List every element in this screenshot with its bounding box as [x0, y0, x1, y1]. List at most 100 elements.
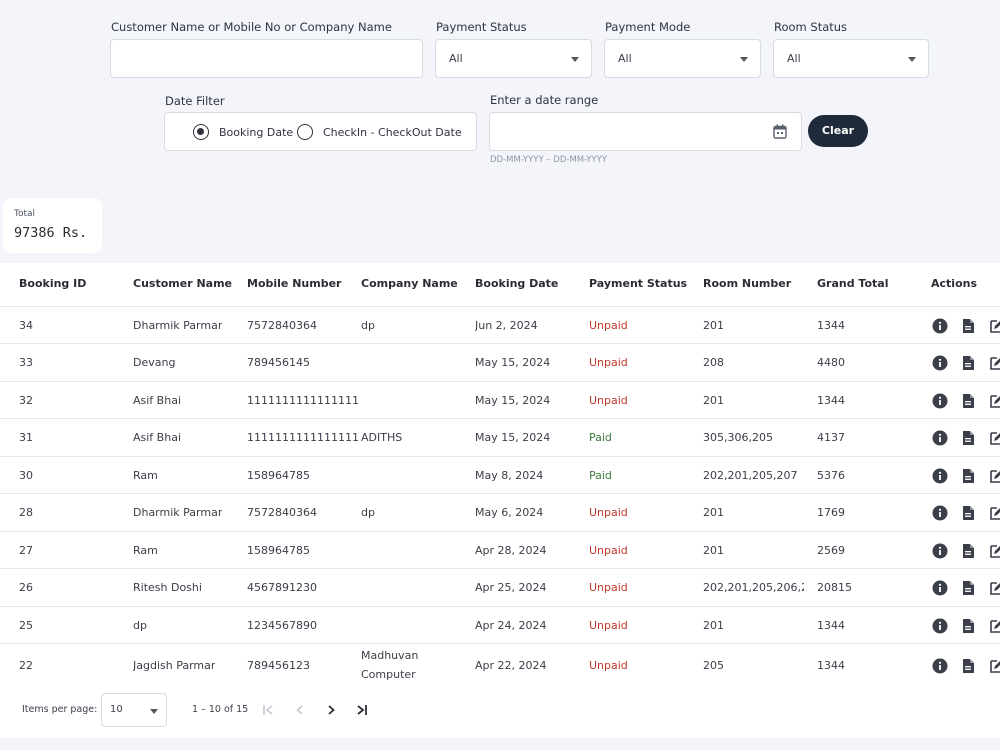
checkin-checkout-radio-label[interactable]: CheckIn - CheckOut Date [323, 126, 462, 139]
edit-icon[interactable] [988, 468, 1000, 484]
edit-icon[interactable] [988, 543, 1000, 559]
info-icon[interactable] [932, 318, 948, 334]
first-page-icon[interactable] [261, 703, 275, 717]
last-page-icon[interactable] [355, 703, 369, 717]
document-icon[interactable] [960, 318, 976, 334]
total-value: 97386 Rs. [14, 225, 88, 241]
table-row: 33 Devang 789456145 May 15, 2024 Unpaid 208 44… [0, 343, 1000, 381]
edit-icon[interactable] [988, 318, 1000, 334]
edit-icon[interactable] [988, 618, 1000, 634]
document-icon[interactable] [960, 355, 976, 371]
cell-room-number: 305,306,205 [703, 431, 773, 444]
cell-customer-name: Ritesh Doshi [133, 581, 202, 594]
info-icon[interactable] [932, 543, 948, 559]
info-icon[interactable] [932, 355, 948, 371]
cell-mobile-number: 1111111111111111 [247, 431, 359, 444]
document-icon[interactable] [960, 468, 976, 484]
cell-payment-status: Unpaid [589, 506, 628, 519]
document-icon[interactable] [960, 543, 976, 559]
customer-search-input[interactable] [110, 39, 423, 78]
info-icon[interactable] [932, 580, 948, 596]
table-row: 27 Ram 158964785 Apr 28, 2024 Unpaid 201 2569 [0, 531, 1000, 568]
cell-room-number: 202,201,205,206,207 [703, 581, 804, 594]
cell-company-name: dp [361, 506, 375, 519]
table-row: 30 Ram 158964785 May 8, 2024 Paid 202,201,205… [0, 456, 1000, 493]
edit-icon[interactable] [988, 355, 1000, 371]
calendar-icon[interactable] [773, 124, 787, 139]
edit-icon[interactable] [988, 505, 1000, 521]
room-status-select[interactable]: All [773, 39, 929, 78]
bookings-table: Booking ID Customer Name Mobile Number C… [0, 263, 1000, 738]
cell-booking-date: May 6, 2024 [475, 506, 544, 519]
date-range-input[interactable] [489, 112, 802, 151]
next-page-icon[interactable] [324, 703, 338, 717]
checkin-checkout-radio[interactable] [297, 124, 313, 140]
booking-date-radio-label[interactable]: Booking Date [219, 126, 294, 139]
edit-icon[interactable] [988, 658, 1000, 674]
document-icon[interactable] [960, 580, 976, 596]
chevron-down-icon [150, 709, 158, 714]
chevron-down-icon [571, 57, 579, 62]
cell-booking-id: 31 [19, 431, 33, 444]
header-customer-name[interactable]: Customer Name [133, 277, 232, 290]
items-per-page-value: 10 [110, 704, 123, 715]
previous-page-icon[interactable] [293, 703, 307, 717]
header-payment-status[interactable]: Payment Status [589, 277, 688, 290]
info-icon[interactable] [932, 618, 948, 634]
chevron-down-icon [908, 57, 916, 62]
header-mobile-number[interactable]: Mobile Number [247, 277, 342, 290]
edit-icon[interactable] [988, 393, 1000, 409]
table-row: 26 Ritesh Doshi 4567891230 Apr 25, 2024 Unpa… [0, 568, 1000, 606]
chevron-down-icon [740, 57, 748, 62]
cell-customer-name: Ram [133, 469, 158, 482]
document-icon[interactable] [960, 393, 976, 409]
payment-status-select[interactable]: All [435, 39, 592, 78]
cell-booking-date: Apr 28, 2024 [475, 544, 547, 557]
clear-button[interactable]: Clear [808, 115, 868, 147]
cell-booking-date: May 15, 2024 [475, 431, 551, 444]
document-icon[interactable] [960, 658, 976, 674]
payment-mode-value: All [618, 52, 632, 65]
info-icon[interactable] [932, 468, 948, 484]
cell-grand-total: 5376 [817, 469, 845, 482]
payment-mode-select[interactable]: All [604, 39, 761, 78]
cell-payment-status: Unpaid [589, 619, 628, 632]
cell-grand-total: 2569 [817, 544, 845, 557]
table-row: 31 Asif Bhai 1111111111111111 ADITHS May 15,… [0, 418, 1000, 456]
header-booking-id[interactable]: Booking ID [19, 277, 87, 290]
cell-customer-name: dp [133, 619, 147, 632]
header-grand-total[interactable]: Grand Total [817, 277, 889, 290]
cell-booking-date: Apr 24, 2024 [475, 619, 547, 632]
booking-date-radio[interactable] [193, 124, 209, 140]
cell-payment-status: Unpaid [589, 581, 628, 594]
cell-room-number: 205 [703, 659, 724, 672]
edit-icon[interactable] [988, 580, 1000, 596]
info-icon[interactable] [932, 658, 948, 674]
cell-customer-name: Devang [133, 356, 176, 369]
cell-customer-name: Asif Bhai [133, 431, 181, 444]
edit-icon[interactable] [988, 430, 1000, 446]
payment-mode-label: Payment Mode [605, 20, 691, 34]
cell-booking-id: 27 [19, 544, 33, 557]
header-company-name[interactable]: Company Name [361, 277, 458, 290]
document-icon[interactable] [960, 430, 976, 446]
cell-payment-status: Paid [589, 469, 612, 482]
cell-payment-status: Unpaid [589, 659, 628, 672]
cell-room-number: 201 [703, 544, 724, 557]
date-filter-label: Date Filter [165, 94, 225, 108]
items-per-page-select[interactable]: 10 [101, 693, 167, 727]
info-icon[interactable] [932, 393, 948, 409]
cell-mobile-number: 1111111111111111 [247, 394, 359, 407]
document-icon[interactable] [960, 618, 976, 634]
cell-mobile-number: 158964785 [247, 544, 310, 557]
cell-booking-date: May 8, 2024 [475, 469, 544, 482]
info-icon[interactable] [932, 430, 948, 446]
cell-booking-date: May 15, 2024 [475, 394, 551, 407]
table-row: 34 Dharmik Parmar 7572840364 dp Jun 2, 2024 U… [0, 306, 1000, 343]
header-booking-date[interactable]: Booking Date [475, 277, 559, 290]
cell-booking-id: 33 [19, 356, 33, 369]
info-icon[interactable] [932, 505, 948, 521]
document-icon[interactable] [960, 505, 976, 521]
header-room-number[interactable]: Room Number [703, 277, 792, 290]
cell-booking-id: 22 [19, 659, 33, 672]
